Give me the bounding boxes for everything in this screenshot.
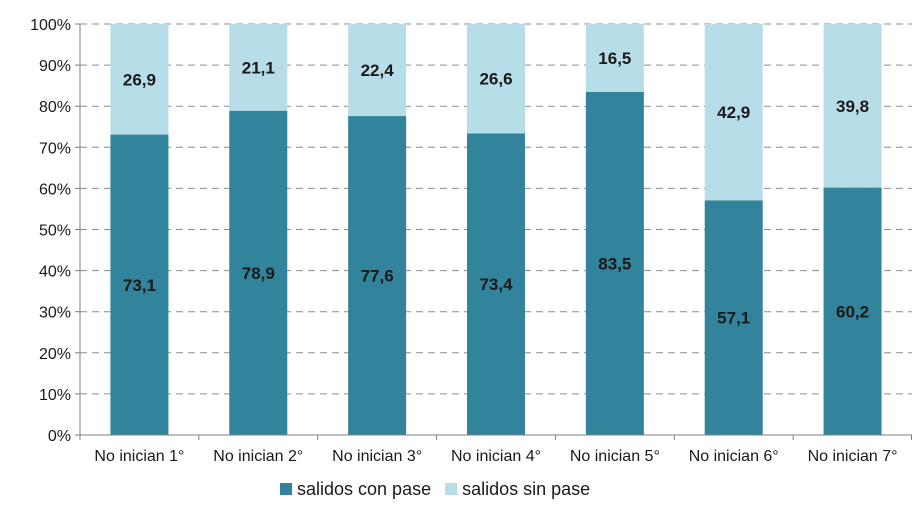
legend-swatch	[445, 483, 458, 495]
y-tick-label: 40%	[39, 264, 71, 281]
data-labels: 73,1 26,9 78,9 21,1 77,6 22,4 73,4 26,6 83,5 16,5…	[123, 49, 869, 328]
data-label: 42,9	[717, 103, 750, 122]
legend-label: salidos con pase	[297, 479, 431, 499]
data-label: 21,1	[242, 58, 275, 77]
y-tick-label: 50%	[39, 223, 71, 240]
data-label: 57,1	[717, 309, 750, 328]
bar-segment-sin-pase	[348, 24, 407, 117]
y-tick-label: 90%	[39, 58, 71, 75]
y-tick-label: 80%	[39, 99, 71, 116]
gridlines	[80, 23, 912, 395]
data-label: 16,5	[598, 49, 631, 68]
bar-segment-con-pase	[585, 91, 644, 435]
bars	[110, 24, 882, 436]
data-label: 77,6	[361, 267, 394, 286]
x-category-label: No inician 5°	[570, 448, 660, 465]
legend-swatch	[280, 483, 292, 495]
y-tick-label: 30%	[39, 305, 71, 322]
x-category-label: No inician 4°	[451, 448, 541, 465]
y-tick-label: 0%	[48, 428, 71, 445]
data-label: 83,5	[598, 254, 631, 273]
axes	[75, 23, 912, 440]
bar-segment-sin-pase	[823, 24, 882, 188]
data-label: 78,9	[242, 264, 275, 283]
y-tick-label: 20%	[39, 346, 71, 363]
y-tick-labels: 0% 10% 20% 30% 40% 50% 60% 70% 80% 90% 100%	[30, 17, 71, 445]
y-tick-label: 70%	[39, 140, 71, 157]
y-tick-label: 10%	[39, 387, 71, 404]
bar-segment-sin-pase	[229, 24, 288, 111]
x-category-label: No inician 3°	[332, 448, 422, 465]
x-category-label: No inician 1°	[94, 448, 184, 465]
legend: salidos con pase salidos sin pase	[280, 479, 590, 499]
bar-segment-sin-pase	[585, 24, 644, 92]
data-label: 60,2	[836, 302, 869, 321]
data-label: 39,8	[836, 97, 869, 116]
x-category-labels: No inician 1° No inician 2° No inician 3° N…	[94, 448, 897, 465]
data-label: 26,9	[123, 70, 156, 89]
bar-segment-con-pase	[348, 116, 407, 436]
x-category-label: No inician 2°	[213, 448, 303, 465]
data-label: 73,4	[479, 275, 513, 294]
data-label: 26,6	[479, 70, 512, 89]
y-tick-label: 100%	[30, 17, 71, 34]
bar-segment-con-pase	[229, 110, 288, 435]
bar-segment-con-pase	[704, 200, 763, 435]
x-category-label: No inician 7°	[808, 448, 898, 465]
data-label: 22,4	[361, 61, 395, 80]
x-category-label: No inician 6°	[689, 448, 779, 465]
bar-segment-con-pase	[110, 134, 169, 435]
legend-label: salidos sin pase	[462, 479, 590, 499]
bar-segment-con-pase	[823, 187, 882, 435]
data-label: 73,1	[123, 276, 156, 295]
bar-segment-sin-pase	[467, 24, 525, 134]
bar-segment-sin-pase	[704, 24, 763, 201]
y-tick-label: 60%	[39, 181, 71, 198]
bar-segment-sin-pase	[110, 24, 169, 135]
bar-segment-con-pase	[467, 133, 525, 436]
